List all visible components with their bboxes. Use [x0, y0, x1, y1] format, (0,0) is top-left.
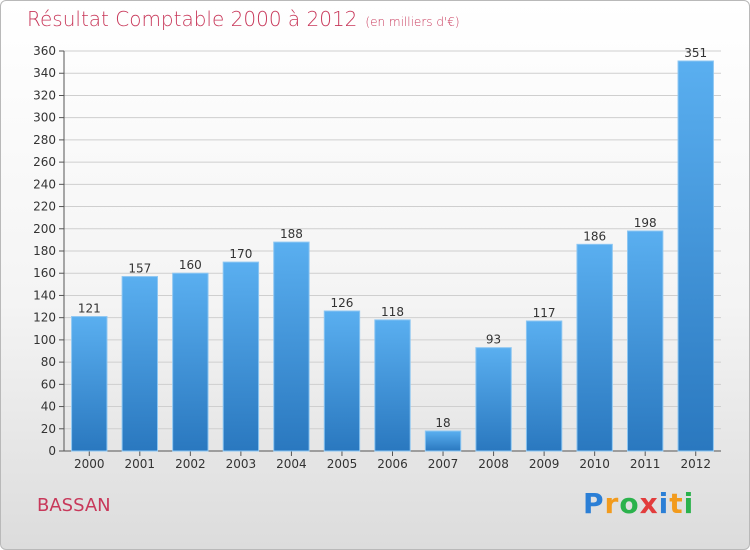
- bar-2006: [374, 319, 411, 452]
- data-label: 126: [331, 296, 354, 310]
- y-tick-label: 180: [33, 244, 56, 258]
- y-tick-label: 200: [33, 222, 56, 236]
- data-label: 121: [78, 302, 101, 316]
- y-tick-label: 20: [41, 422, 56, 436]
- y-tick-label: 220: [33, 200, 56, 214]
- x-tick-label: 2009: [529, 457, 560, 471]
- x-tick-label: 2010: [579, 457, 610, 471]
- logo-letter: i: [683, 487, 695, 520]
- data-labels: 121 157 160 170 188 126 118 18 93 117 186 198 351: [78, 46, 707, 430]
- x-tick-label: 2012: [680, 457, 711, 471]
- data-label: 118: [381, 305, 404, 319]
- chart-title: Résultat Comptable 2000 à 2012 (en millie…: [27, 7, 460, 31]
- x-tick-label: 2011: [630, 457, 661, 471]
- title-text: Résultat Comptable 2000 à 2012: [27, 7, 358, 31]
- data-label: 117: [533, 306, 556, 320]
- bar-2011: [627, 230, 664, 452]
- y-tick-label: 160: [33, 266, 56, 280]
- logo-letter: x: [639, 487, 659, 520]
- y-tick-label: 140: [33, 288, 56, 302]
- x-tick-label: 2006: [377, 457, 408, 471]
- data-label: 170: [229, 247, 252, 261]
- bar-2012: [677, 60, 714, 452]
- y-tick-label: 320: [33, 88, 56, 102]
- y-tick-label: 120: [33, 311, 56, 325]
- bar-2002: [172, 272, 209, 452]
- bar-2001: [121, 276, 158, 452]
- x-tick-label: 2000: [74, 457, 105, 471]
- data-label: 18: [435, 416, 450, 430]
- bar-2004: [273, 241, 310, 452]
- bar-2009: [525, 320, 563, 452]
- bar-2007: [424, 430, 462, 452]
- data-label: 93: [486, 333, 501, 347]
- x-tick-label: 2008: [478, 457, 509, 471]
- data-label: 186: [583, 229, 606, 243]
- y-tick-label: 80: [41, 355, 56, 369]
- y-tick-label: 360: [33, 44, 56, 58]
- data-label: 351: [684, 46, 707, 60]
- chart-subtitle: (en milliers d'€): [365, 15, 460, 29]
- x-tick-label: 2005: [327, 457, 358, 471]
- y-tick-label: 260: [33, 155, 56, 169]
- town-name: BASSAN: [37, 495, 111, 516]
- y-tick-label: 300: [33, 111, 56, 125]
- proxiti-logo: Proxiti: [583, 487, 694, 520]
- data-label: 198: [634, 216, 657, 230]
- y-tick-label: 40: [41, 400, 56, 414]
- bar-2010: [576, 243, 613, 452]
- x-tick-label: 2003: [226, 457, 257, 471]
- y-tick-label: 340: [33, 66, 56, 80]
- data-label: 188: [280, 227, 303, 241]
- y-tick-label: 280: [33, 133, 56, 147]
- data-label: 160: [179, 258, 202, 272]
- bars: [71, 60, 714, 452]
- logo-letter: i: [658, 487, 670, 520]
- x-tick-label: 2001: [125, 457, 156, 471]
- bar-2000: [71, 316, 108, 452]
- logo-letter: o: [619, 487, 640, 520]
- logo-letter: r: [604, 487, 620, 520]
- y-tick-label: 60: [41, 377, 56, 391]
- bar-2008: [475, 347, 512, 452]
- y-tick-label: 100: [33, 333, 56, 347]
- logo-letter: t: [669, 487, 684, 520]
- y-tick-label: 240: [33, 177, 56, 191]
- x-tick-label: 2007: [428, 457, 459, 471]
- logo-letter: P: [583, 487, 605, 520]
- bar-2003: [222, 261, 260, 452]
- x-tick-label: 2002: [175, 457, 206, 471]
- axes: 0 20 40 60 80 100 120 140 160 180 200 220 240 260 280 3…: [33, 44, 721, 471]
- x-tick-label: 2004: [276, 457, 307, 471]
- data-label: 157: [128, 262, 151, 276]
- bar-2005: [323, 310, 361, 452]
- y-tick-label: 0: [48, 444, 56, 458]
